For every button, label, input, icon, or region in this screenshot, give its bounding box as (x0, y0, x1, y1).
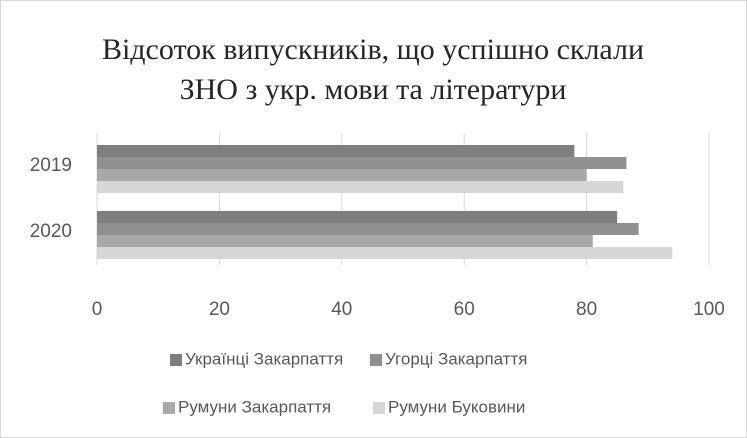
legend-swatch (163, 402, 175, 414)
y-tick-label: 2020 (30, 221, 72, 242)
bar (97, 145, 575, 157)
x-tick-label: 0 (92, 299, 103, 320)
bar (97, 181, 624, 193)
legend-label: Угорці Закарпаття (385, 349, 528, 368)
legend-label: Румуни Закарпаття (178, 397, 331, 416)
x-tick-label: 40 (331, 299, 352, 320)
bar (97, 169, 587, 181)
x-tick-label: 60 (454, 299, 475, 320)
bar (97, 157, 627, 169)
legend-swatch (370, 354, 382, 366)
y-tick-label: 2019 (30, 155, 72, 176)
x-tick-label: 20 (209, 299, 230, 320)
x-tick-label: 80 (576, 299, 597, 320)
x-tick-label: 100 (693, 299, 725, 320)
legend-label: Українці Закарпаття (185, 349, 343, 368)
bar (97, 211, 618, 223)
legend-swatch (373, 402, 385, 414)
legend-swatch (170, 354, 182, 366)
chart-title: Відсоток випускників, що успішно склали З… (102, 33, 644, 106)
legend-label: Румуни Буковини (388, 397, 525, 416)
bar (97, 223, 639, 235)
bar (97, 247, 673, 259)
bar (97, 235, 593, 247)
